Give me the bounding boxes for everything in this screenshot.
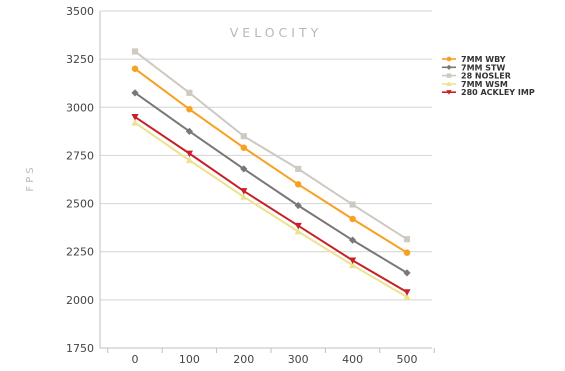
data-point — [294, 181, 302, 188]
y-tick-label: 3000 — [66, 101, 94, 114]
grid-lines — [100, 10, 432, 301]
x-tick-label: 400 — [342, 353, 363, 366]
chart-title: VELOCITY — [230, 25, 323, 40]
x-tick-label: 200 — [233, 353, 254, 366]
data-point — [349, 261, 357, 269]
data-point — [185, 150, 193, 158]
legend-swatch-marker — [446, 64, 452, 70]
series-7mm-wsm — [131, 119, 411, 300]
legend-label: 7MM WSM — [461, 80, 508, 89]
legend-item: 28 NOSLER — [442, 72, 511, 81]
legend-item: 7MM WBY — [442, 55, 506, 64]
x-tick-label: 100 — [179, 353, 200, 366]
legend-item: 7MM WSM — [442, 80, 508, 89]
data-point — [349, 257, 357, 264]
data-point — [403, 289, 411, 296]
data-point — [240, 133, 247, 140]
data-point — [240, 193, 248, 200]
data-point — [294, 201, 302, 210]
data-point — [185, 156, 193, 164]
legend-swatch-marker — [446, 81, 452, 86]
series-line — [134, 116, 408, 294]
data-point — [131, 119, 139, 126]
legend-swatch-marker — [446, 56, 452, 62]
data-point — [295, 165, 302, 172]
data-point — [240, 165, 248, 173]
y-tick-label: 2250 — [66, 246, 94, 259]
x-tick-label: 0 — [132, 353, 139, 366]
data-point — [403, 236, 411, 243]
y-tick-label: 2500 — [66, 198, 94, 211]
y-axis-label: FPS — [25, 164, 36, 191]
y-tick-label: 2750 — [66, 149, 94, 162]
data-point — [185, 127, 193, 135]
data-point — [294, 222, 302, 230]
legend-swatch-marker — [446, 73, 452, 78]
legend-label: 28 NOSLER — [461, 72, 511, 81]
data-point — [349, 215, 356, 223]
data-point — [240, 188, 248, 195]
data-point — [131, 114, 139, 121]
data-point — [131, 48, 139, 55]
y-tick-label: 1750 — [66, 342, 94, 355]
y-tick-label: 3250 — [66, 53, 94, 66]
series-lines — [131, 48, 411, 300]
legend-item: 280 ACKLEY IMP — [442, 88, 535, 97]
legend-label: 7MM WBY — [461, 55, 506, 64]
data-point — [186, 89, 193, 96]
data-point — [349, 236, 357, 244]
x-tick-label: 300 — [288, 353, 309, 366]
y-tick-label: 2000 — [66, 294, 94, 307]
legend-swatch-marker — [446, 90, 452, 95]
series-line — [134, 67, 408, 254]
legend-label: 7MM STW — [461, 63, 505, 72]
data-point — [131, 89, 139, 97]
data-point — [403, 293, 411, 300]
y-tick-label: 3500 — [66, 5, 94, 18]
axes: 1750 2000 2250 2500 2750 3000 3250 3500 0 100 200 3… — [66, 5, 435, 366]
series-line — [134, 121, 408, 298]
data-point — [403, 249, 411, 256]
series-280-ackley-imp — [131, 114, 411, 296]
legend-label: 280 ACKLEY IMP — [461, 88, 535, 97]
series-line — [134, 92, 408, 274]
data-point — [186, 105, 193, 113]
series-28-nosler — [131, 48, 411, 243]
series-line — [134, 50, 408, 241]
data-point — [349, 201, 356, 208]
data-point — [240, 144, 248, 151]
data-point — [403, 269, 411, 277]
x-tick-label: 500 — [397, 353, 418, 366]
data-point — [131, 65, 139, 73]
legend-item: 7MM STW — [442, 63, 505, 72]
series-7mm-wby — [131, 65, 411, 256]
data-point — [294, 227, 302, 235]
series-7mm-stw — [131, 89, 411, 277]
